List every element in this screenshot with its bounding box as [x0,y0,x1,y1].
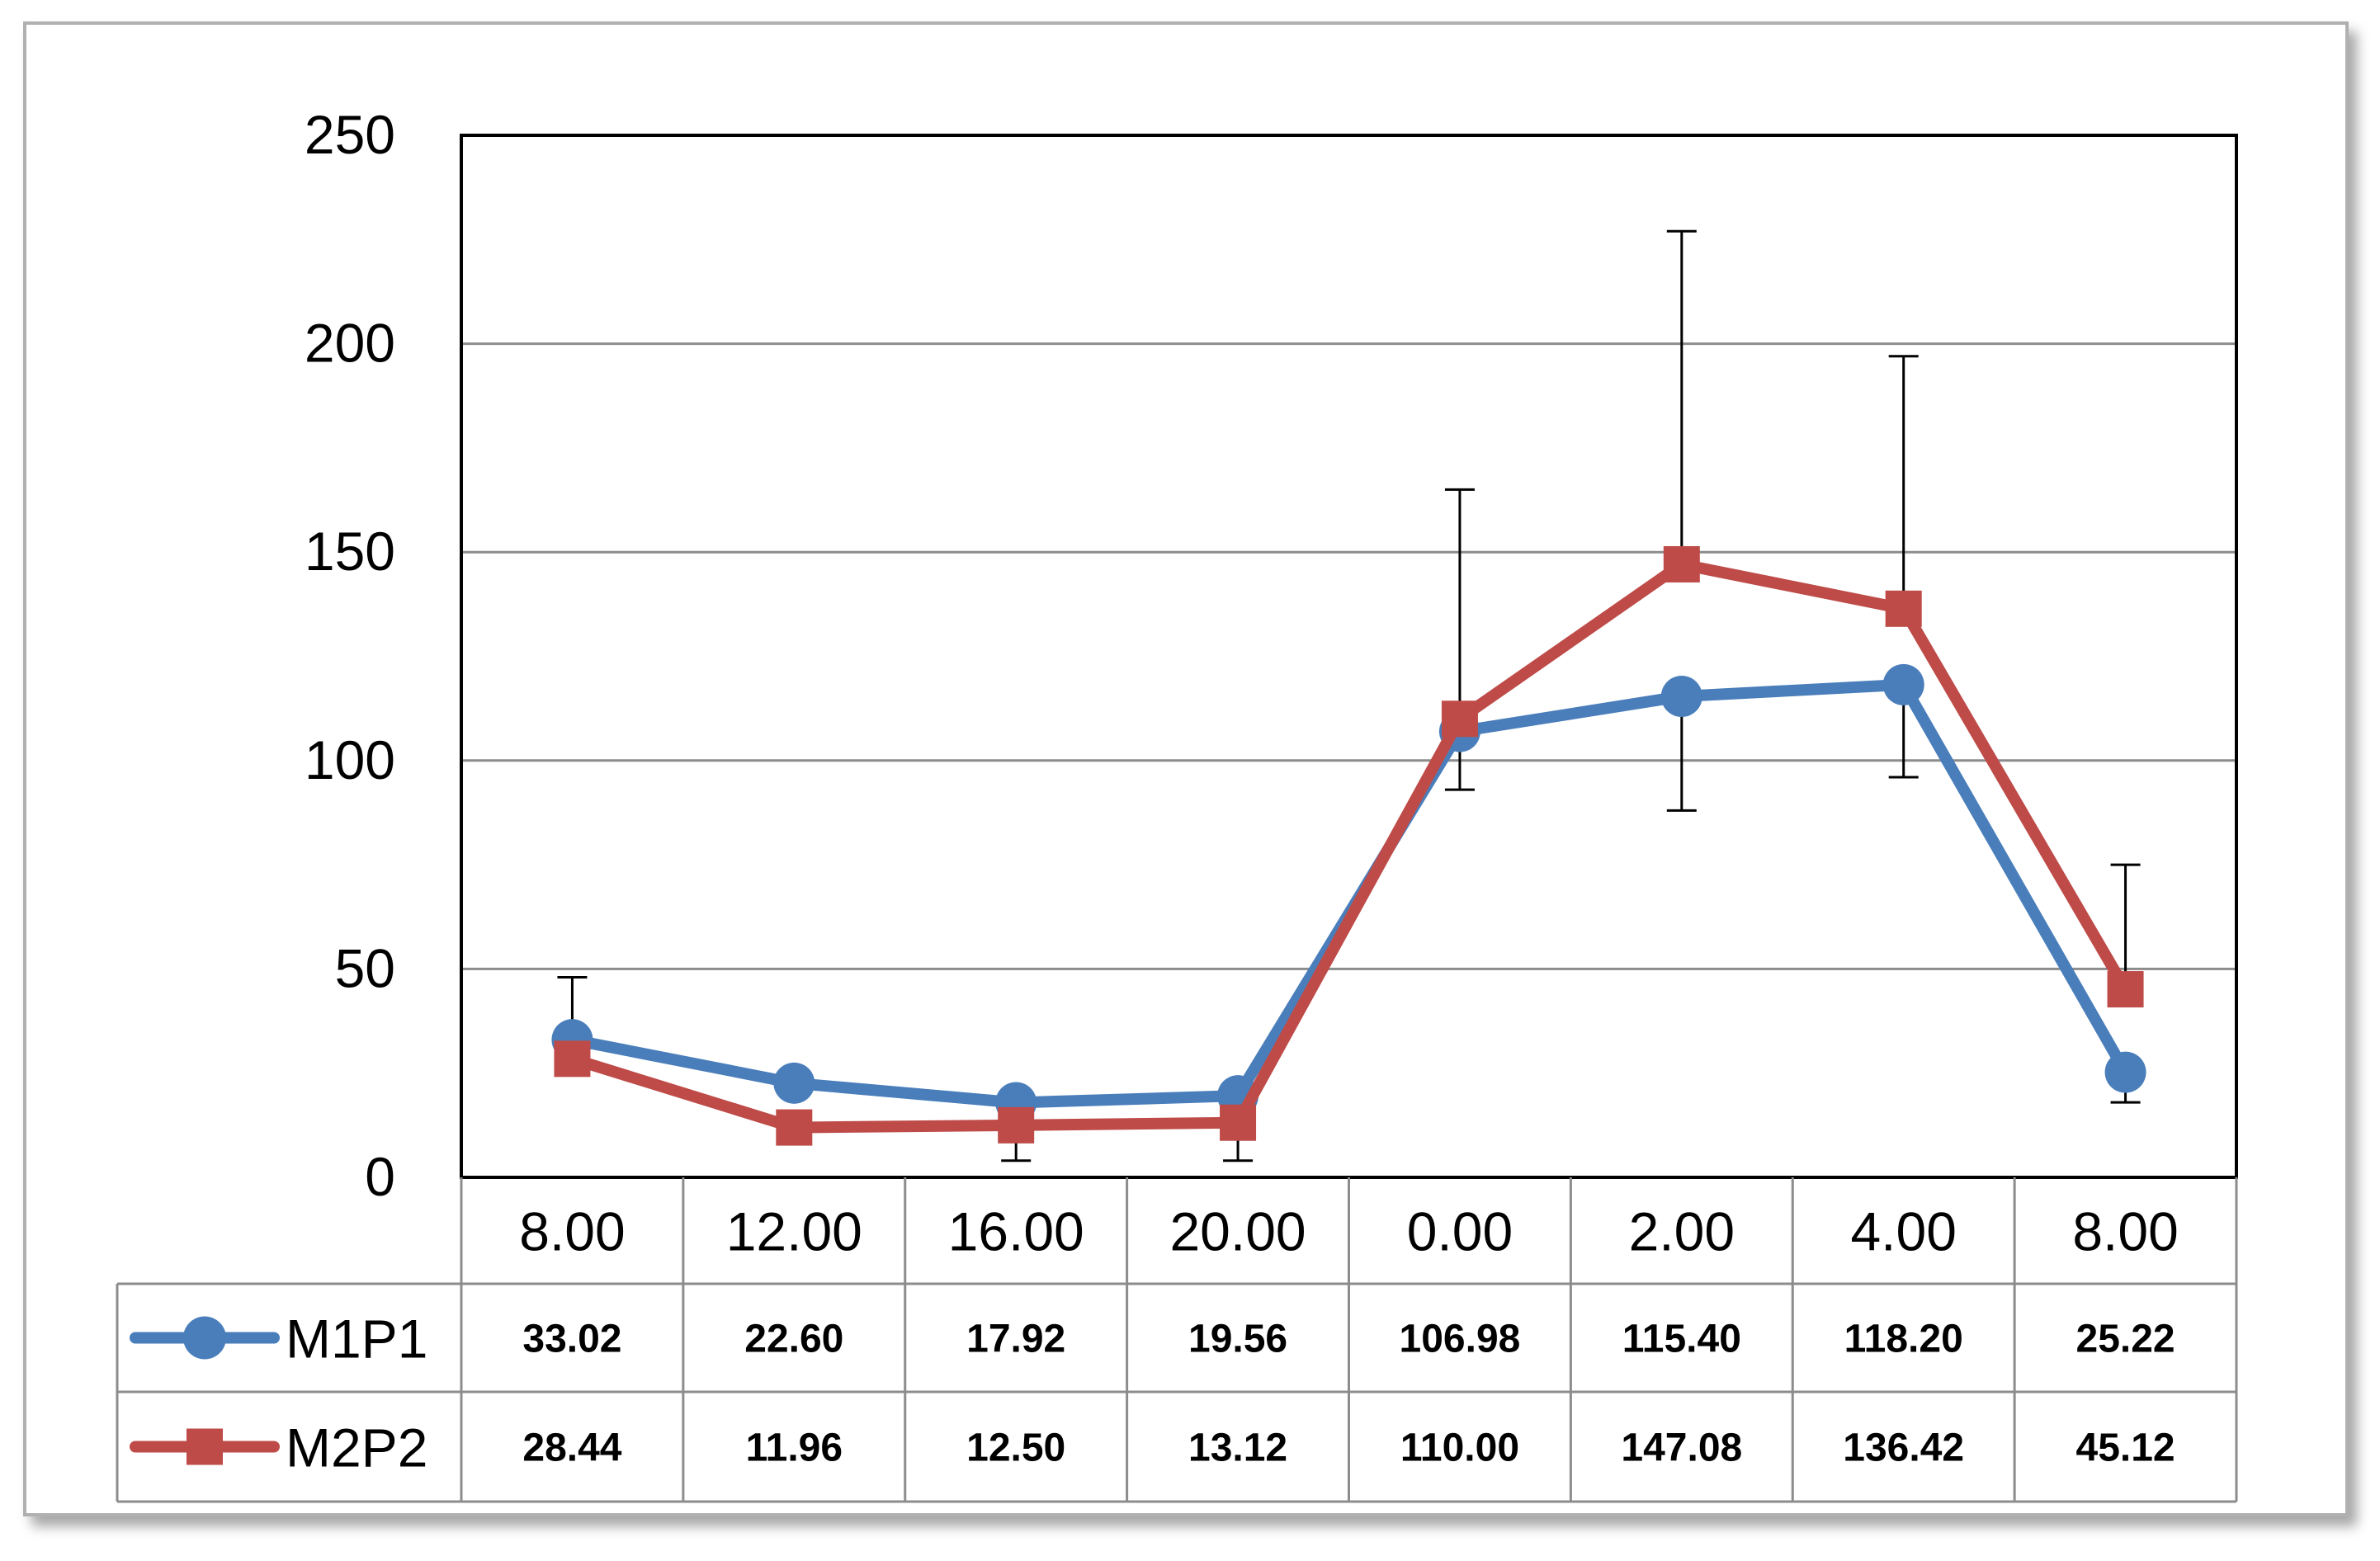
gridlines [460,134,2238,1179]
data-label: 13.12 [1188,1427,1287,1470]
legend-label-m1p1: M1P1 [286,1309,427,1370]
chart-frame: 0 50 100 150 200 250 8.00 12.00 16.00 20.00 0.00 2… [23,21,2349,1516]
series-lines [551,545,2146,1146]
legend-marker-m1p1 [183,1316,226,1360]
data-point-m2p2 [1220,1104,1257,1141]
y-tick-label: 100 [305,729,395,790]
data-point-m2p2 [1663,545,1700,582]
data-table: 8.00 12.00 16.00 20.00 0.00 2.00 4.00 8.00 M1P1 3… [116,1177,2238,1503]
data-label: 28.44 [522,1427,621,1470]
x-tick-label: 16.00 [948,1201,1084,1262]
data-point-m2p2 [998,1106,1035,1144]
legend-marker-m2p2 [187,1428,223,1465]
y-tick-label: 200 [305,313,395,374]
data-label: 22.60 [744,1318,843,1361]
data-point-m1p1 [1882,663,1924,705]
data-label: 33.02 [522,1318,621,1361]
data-point-m1p1 [773,1062,815,1104]
x-tick-label: 12.00 [726,1201,862,1262]
data-label: 12.50 [966,1427,1065,1470]
line-chart: 0 50 100 150 200 250 8.00 12.00 16.00 20.00 0.00 2… [116,104,2238,1503]
series-line-m1p1 [566,678,2132,1109]
data-point-m2p2 [776,1109,813,1146]
data-point-m2p2 [1441,700,1478,738]
y-tick-label: 150 [305,521,395,582]
data-point-m1p1 [2104,1051,2146,1093]
x-tick-label: 8.00 [2072,1201,2178,1262]
y-axis: 0 50 100 150 200 250 [305,104,395,1207]
x-tick-label: 4.00 [1850,1201,1956,1262]
data-point-m1p1 [1660,675,1702,717]
x-tick-label: 2.00 [1629,1201,1735,1262]
data-label: 19.56 [1188,1318,1287,1361]
data-label: 11.96 [746,1427,843,1470]
data-label: 136.42 [1843,1427,1964,1470]
data-point-m2p2 [554,1040,591,1078]
data-point-m2p2 [2107,971,2144,1008]
data-label: 110.00 [1400,1427,1519,1470]
data-point-m2p2 [1885,590,1922,627]
y-tick-label: 0 [365,1146,395,1207]
x-tick-label: 8.00 [519,1201,625,1262]
data-label: 25.22 [2076,1318,2175,1361]
data-label: 106.98 [1400,1318,1521,1361]
y-tick-label: 250 [305,104,395,165]
data-label: 45.12 [2076,1427,2175,1470]
series-line-m2p2 [566,558,2132,1134]
y-tick-label: 50 [335,937,395,998]
plot-area-border [460,134,2238,1179]
data-label: 17.92 [966,1318,1065,1361]
data-label: 118.20 [1844,1318,1963,1361]
x-tick-label: 0.00 [1407,1201,1513,1262]
legend-label-m2p2: M2P2 [286,1417,427,1478]
data-label: 147.08 [1621,1427,1742,1470]
x-tick-label: 20.00 [1169,1201,1306,1262]
data-label: 115.40 [1622,1318,1741,1361]
